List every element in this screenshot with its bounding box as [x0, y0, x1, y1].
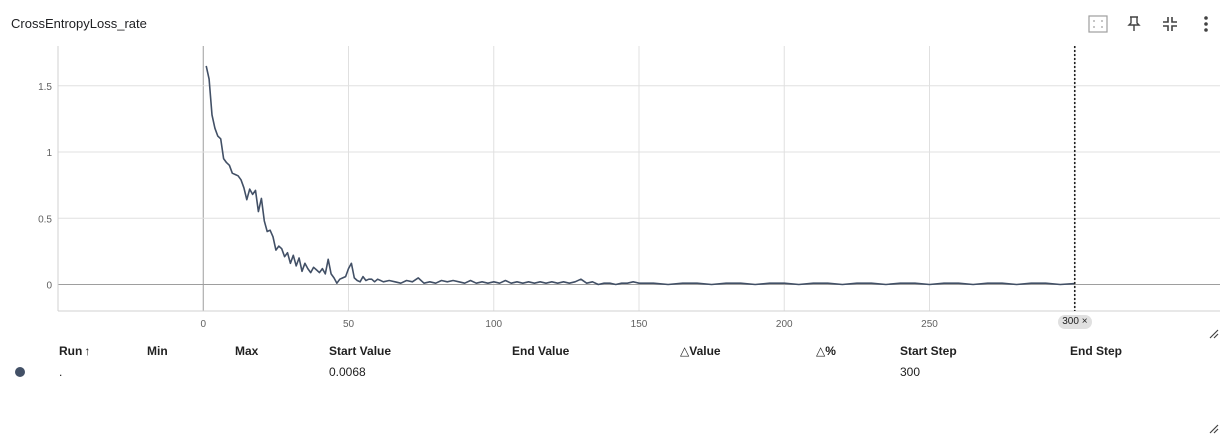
hover-step-chip[interactable]: 300 ×	[1058, 315, 1092, 329]
collapse-button[interactable]	[1155, 12, 1185, 36]
chart-axes	[57, 46, 1220, 312]
run-color-dot	[15, 367, 25, 377]
y-tick-label: 1	[46, 148, 52, 159]
pin-button[interactable]	[1119, 12, 1149, 36]
close-icon[interactable]: ×	[1081, 316, 1088, 327]
header-delta-percent[interactable]: △%	[816, 344, 836, 358]
x-tick-label: 200	[776, 319, 793, 330]
chart-ticks: 0 50 100 150 200 250 300 0 0.5 1 1.5	[38, 82, 1083, 330]
y-tick-label: 0	[46, 281, 52, 292]
resize-handle-icon[interactable]	[1209, 329, 1219, 339]
header-delta-value[interactable]: △Value	[680, 344, 721, 358]
x-tick-label: 150	[631, 319, 648, 330]
cell-run: .	[59, 365, 63, 379]
card-toolbar	[1083, 12, 1221, 36]
x-tick-label: 250	[921, 319, 938, 330]
series-line	[205, 65, 1075, 286]
header-end-step[interactable]: End Step	[1070, 344, 1123, 358]
fit-domain-button[interactable]	[1083, 12, 1113, 36]
y-tick-label: 1.5	[38, 82, 52, 93]
sort-arrow-icon: ↑	[84, 344, 91, 358]
card-title: CrossEntropyLoss_rate	[11, 16, 147, 31]
x-tick-label: 50	[343, 319, 355, 330]
cell-start-value: 0.0068	[329, 365, 366, 379]
x-tick-label: 0	[200, 319, 206, 330]
line-chart[interactable]: 0 50 100 150 200 250 300 0 0.5 1 1.5	[0, 40, 1229, 330]
header-start-step[interactable]: Start Step	[900, 344, 957, 358]
chart-series	[205, 65, 1075, 286]
more-options-button[interactable]	[1191, 12, 1221, 36]
header-min[interactable]: Min	[147, 344, 168, 358]
y-tick-label: 0.5	[38, 214, 52, 225]
header-end-value[interactable]: End Value	[512, 344, 570, 358]
x-tick-label: 100	[485, 319, 502, 330]
collapse-icon	[1163, 17, 1177, 31]
hover-step-label: 300	[1062, 316, 1079, 327]
header-run[interactable]: Run ↑	[59, 344, 91, 358]
more-vert-icon	[1204, 16, 1208, 32]
resize-handle-icon[interactable]	[1209, 424, 1219, 434]
cell-start-step: 300	[900, 365, 921, 379]
chart-grid	[58, 46, 1220, 311]
pin-icon	[1127, 16, 1141, 31]
fit-domain-icon	[1088, 15, 1108, 33]
header-max[interactable]: Max	[235, 344, 259, 358]
header-start-value[interactable]: Start Value	[329, 344, 392, 358]
